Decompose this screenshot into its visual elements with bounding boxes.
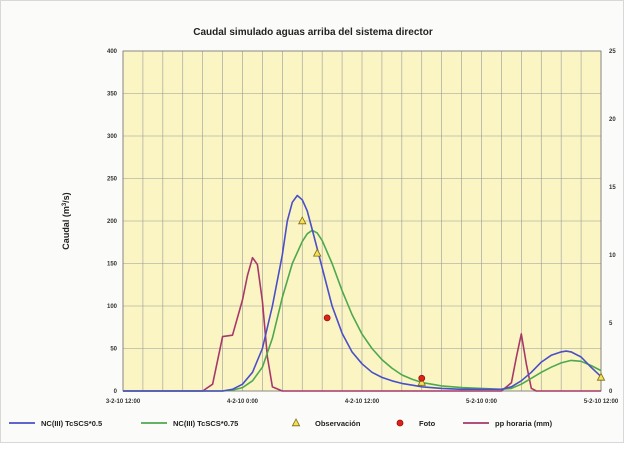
legend-foto-swatch xyxy=(396,419,404,427)
foto-marker-1 xyxy=(418,374,426,382)
y-tick-label-2: 100 xyxy=(107,304,118,310)
y2-tick-label-4: 20 xyxy=(609,117,616,123)
y-tick-label-6: 300 xyxy=(107,134,118,140)
y2-tick-label-5: 25 xyxy=(609,49,616,55)
series-nc-0-5-line xyxy=(123,194,602,392)
observacion-marker-1 xyxy=(312,248,322,257)
y-tick-label-4: 200 xyxy=(107,219,118,225)
y-axis-ticks: 0 50 100 150 200 250 300 350 400 xyxy=(107,49,118,395)
y2-tick-label-0: 0 xyxy=(609,389,613,395)
legend-foto-label: Foto xyxy=(419,419,436,428)
x-tick-label-2: 4-2-10 12:00 xyxy=(345,399,380,405)
y-tick-label-0: 0 xyxy=(114,389,118,395)
x-tick-label-1: 4-2-10 0:00 xyxy=(227,399,259,405)
series-pp-horaria-line xyxy=(123,256,601,392)
chart-title: Caudal simulado aguas arriba del sistema… xyxy=(193,27,433,38)
legend-pp-horaria: pp horaria (mm) xyxy=(463,419,553,428)
legend-nc-0-75: NC(III) TcSCS*0.75 xyxy=(141,419,238,428)
legend-foto: Foto xyxy=(396,419,436,428)
y2-tick-label-1: 5 xyxy=(609,321,613,327)
legend-observacion-swatch xyxy=(291,418,301,427)
y2-tick-label-3: 15 xyxy=(609,185,616,191)
legend-nc-0-75-label: NC(III) TcSCS*0.75 xyxy=(173,419,238,428)
y2-axis-ticks: 0 5 10 15 20 25 xyxy=(609,49,616,395)
legend-nc-0-5: NC(III) TcSCS*0.5 xyxy=(9,419,102,428)
y-tick-label-7: 350 xyxy=(107,92,118,98)
legend-observacion-label: Observación xyxy=(315,419,361,428)
observacion-marker-0 xyxy=(297,216,307,225)
legend-observacion: Observación xyxy=(291,418,361,428)
legend-nc-0-5-label: NC(III) TcSCS*0.5 xyxy=(41,419,102,428)
y-tick-label-8: 400 xyxy=(107,49,118,55)
observacion-marker-3 xyxy=(596,372,606,381)
series-nc-0-75-line xyxy=(123,229,602,392)
y2-tick-label-2: 10 xyxy=(609,253,616,259)
x-axis-ticks: 3-2-10 12:00 4-2-10 0:00 4-2-10 12:00 5-2-1… xyxy=(106,399,619,405)
series-layer xyxy=(123,194,602,392)
foto-marker-0 xyxy=(323,314,331,322)
x-tick-label-3: 5-2-10 0:00 xyxy=(466,399,498,405)
marker-layer xyxy=(297,216,606,386)
observacion-marker-2 xyxy=(417,377,427,386)
y-axis-title: Caudal (m3/s) xyxy=(61,192,71,249)
legend-pp-horaria-label: pp horaria (mm) xyxy=(495,419,553,428)
y-tick-label-5: 250 xyxy=(107,177,118,183)
y-tick-label-1: 50 xyxy=(110,347,117,353)
x-tick-label-4: 5-2-10 12:00 xyxy=(584,399,619,405)
legend: NC(III) TcSCS*0.5 NC(III) TcSCS*0.75 Obser… xyxy=(9,418,553,428)
y-tick-label-3: 150 xyxy=(107,262,118,268)
x-tick-label-0: 3-2-10 12:00 xyxy=(106,399,141,405)
